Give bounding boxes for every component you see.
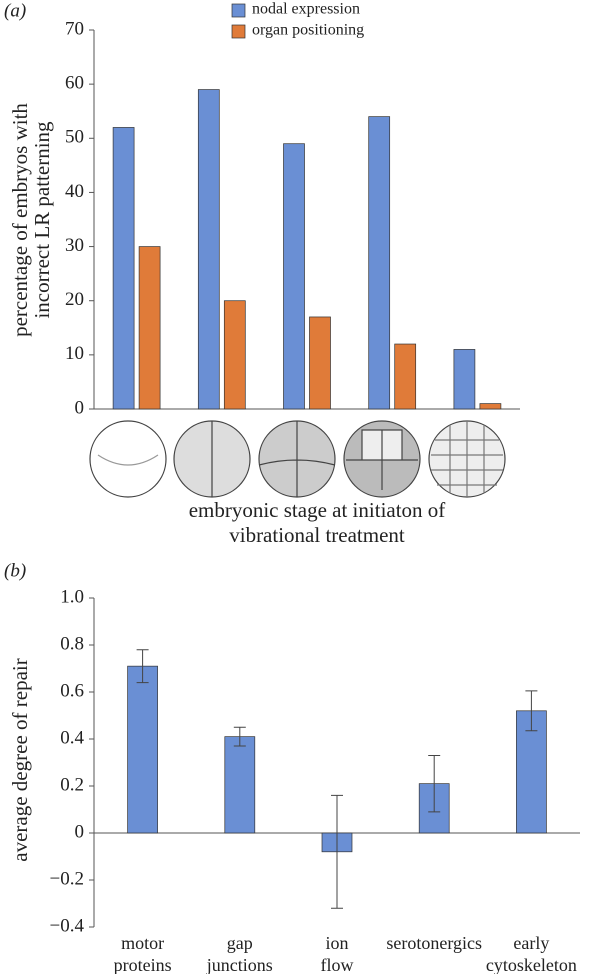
panel-label: (a) (4, 0, 26, 21)
bar (453, 349, 476, 410)
embryo-detail (346, 429, 418, 490)
bar (197, 89, 220, 410)
legend-swatch (231, 24, 246, 39)
y-tick-label: 30 (65, 235, 84, 256)
bar (394, 343, 417, 410)
y-tick-label: 60 (65, 73, 84, 94)
bar (112, 127, 135, 410)
y-tick-label: 0 (75, 397, 85, 418)
y-axis-label: percentage of embryos with (8, 103, 32, 337)
bar (309, 316, 331, 410)
embryo-detail (97, 454, 159, 466)
y-axis-label: incorrect LR patterning (30, 121, 54, 319)
y-tick-label: 20 (65, 289, 84, 310)
y-tick-label: 70 (65, 18, 84, 39)
y-tick-label: −0.4 (50, 915, 85, 936)
panel-label: (b) (4, 560, 26, 581)
y-tick-label: 40 (65, 181, 84, 202)
x-tick-label: proteins (114, 955, 172, 974)
bar (479, 403, 502, 410)
y-tick-label: 0 (75, 821, 85, 842)
legend-swatch (231, 3, 246, 18)
y-tick-label: 1.0 (60, 586, 84, 607)
y-axis-label: average degree of repair (8, 658, 32, 861)
legend-label: nodal expression (252, 1, 360, 18)
bar (283, 143, 305, 410)
bar (224, 736, 256, 834)
y-tick-label: 0.4 (60, 727, 84, 748)
error-bar (136, 649, 149, 684)
y-tick-label: −0.2 (50, 868, 84, 889)
error-bar (331, 794, 343, 909)
x-tick-label: flow (321, 955, 354, 974)
x-axis-label: vibrational treatment (229, 523, 405, 547)
x-tick-label: gap (227, 933, 253, 953)
legend-label: organ positioning (252, 22, 364, 39)
y-tick-label: 50 (65, 127, 84, 148)
y-tick-label: 0.6 (60, 680, 84, 701)
embryo-1 (89, 420, 167, 498)
bar (127, 665, 158, 834)
error-bar (428, 754, 441, 813)
embryo-detail (431, 421, 503, 497)
y-tick-label: 10 (65, 343, 84, 364)
embryo-detail (258, 421, 336, 497)
x-tick-label: cytoskeleton (486, 955, 577, 974)
x-tick-label: early (513, 933, 549, 953)
bar (223, 300, 246, 410)
x-tick-label: junctions (206, 955, 273, 974)
x-tick-label: ion (325, 933, 348, 953)
error-bar (233, 726, 246, 747)
bar (138, 246, 161, 410)
embryo-drawings (89, 420, 506, 498)
x-tick-label: serotonergics (386, 933, 482, 953)
y-tick-label: 0.2 (60, 774, 84, 795)
y-tick-label: 0.8 (60, 633, 84, 654)
bar (368, 116, 391, 410)
x-axis-label: embryonic stage at initiaton of (189, 498, 446, 522)
x-tick-label: motor (121, 933, 164, 953)
error-bar (525, 690, 538, 732)
